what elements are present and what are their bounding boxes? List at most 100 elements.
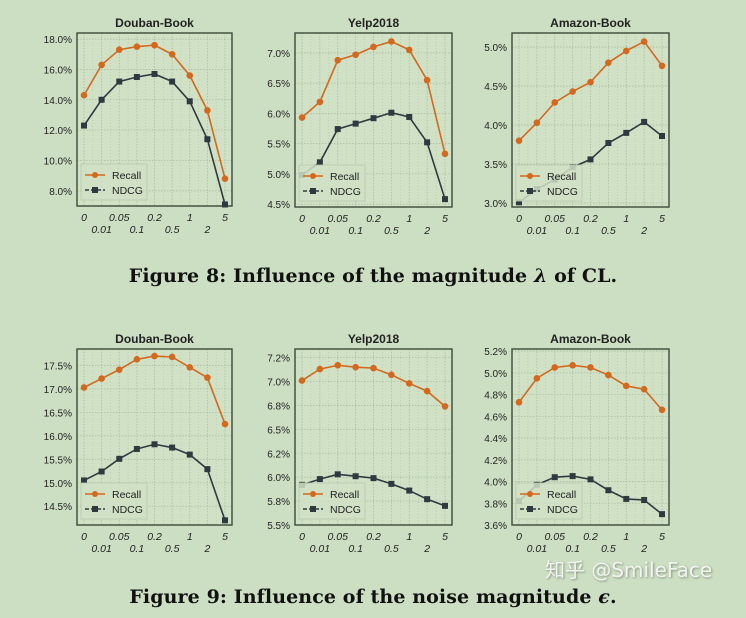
x-tick-label: 0.5 [384,543,399,555]
recall-point [80,91,88,99]
y-tick-label: 5.5% [267,521,290,532]
ndcg-point [370,115,377,122]
recall-point [640,38,648,45]
plot-frame [76,32,233,207]
x-tick-label: 0 [299,213,305,225]
ndcg-point [316,159,323,166]
ndcg-point [605,487,612,494]
legend-label: Recall [330,489,359,501]
x-tick-label: 1 [623,531,629,543]
legend-marker-recall [527,173,533,179]
legend-marker-ndcg [527,188,533,194]
recall-point [658,406,666,414]
y-tick-label: 8.0% [49,187,72,198]
x-tick-label: 2 [423,543,430,555]
x-tick-label: 0 [81,531,87,543]
legend-box [515,482,583,520]
recall-point [605,371,612,379]
recall-point [168,353,176,361]
chart-title: Amazon-Book [550,332,631,346]
y-tick-label: 6.0% [267,473,290,484]
legend-box [80,482,148,520]
legend-label: Recall [547,171,576,183]
y-tick-label: 14.0% [44,96,72,107]
x-tick-label: 5 [442,213,448,225]
legend: Recall NDCG [298,482,366,520]
x-tick-label: 0.5 [165,224,180,236]
recall-point [370,43,377,51]
ndcg-point [623,129,630,136]
legend-marker-recall [92,491,98,497]
ndcg-point [388,480,395,487]
caption-text: Figure 8: Influence of the magnitude [128,265,534,287]
ndcg-point [641,497,648,504]
plot-frame [294,348,453,526]
legend: Recall NDCG [298,164,366,202]
y-tick-label: 7.0% [267,378,290,389]
x-tick-label: 0.01 [91,543,111,555]
legend-marker-ndcg [527,506,533,512]
legend-marker-recall [310,173,316,179]
y-tick-label: 4.8% [484,391,507,402]
legend-label: NDCG [112,185,143,197]
recall-point [352,363,359,371]
x-tick-label: 0.5 [384,225,399,237]
y-tick-label: 4.4% [484,434,507,445]
x-tick-label: 0.05 [545,531,566,543]
x-tick-label: 0.05 [545,213,566,225]
recall-point [441,403,449,410]
recall-point [569,361,576,369]
ndcg-point [151,441,158,448]
legend-box [80,163,148,201]
y-tick-label: 3.5% [484,160,507,171]
recall-point [298,114,306,121]
plot-frame [294,32,453,208]
recall-point [115,46,123,53]
x-tick-label: 5 [222,212,228,224]
x-tick-label: 0.2 [147,212,162,224]
y-tick-label: 6.8% [267,401,290,412]
y-tick-label: 16.0% [44,65,72,76]
y-tick-label: 14.5% [44,502,72,513]
y-tick-label: 18.0% [44,35,72,46]
x-tick-label: 0.01 [310,225,330,237]
x-tick-label: 1 [623,213,629,225]
chart-yelp2018: 4.5% 5.0% 5.5% 6.0% 6.5% 7.0% Yelp2018 0 0.010.0… [267,16,453,237]
y-tick-label: 4.5% [267,200,290,211]
x-tick-label: 0.01 [91,224,111,236]
ndcg-point [186,98,193,105]
recall-point [388,371,395,379]
recall-point [186,72,194,79]
recall-point [316,98,324,106]
x-tick-label: 0.1 [565,225,580,237]
recall-point [186,364,194,371]
x-tick-label: 0.1 [348,225,363,237]
recall-point [133,356,141,363]
legend: Recall NDCG [515,482,583,520]
x-tick-label: 0.01 [310,543,330,555]
x-tick-label: 0.1 [565,543,580,555]
x-tick-label: 5 [222,531,228,543]
recall-point [441,150,449,158]
ndcg-point [334,126,341,133]
legend-label: NDCG [547,186,578,198]
x-tick-label: 0.1 [348,543,363,555]
ndcg-point [81,122,87,129]
y-tick-label: 17.5% [44,361,72,372]
recall-point [221,420,229,428]
chart-title: Yelp2018 [348,16,400,30]
legend-label: NDCG [547,504,578,516]
y-tick-label: 5.8% [267,497,290,508]
y-tick-label: 5.5% [267,140,290,151]
recall-point [622,382,630,390]
ndcg-point [98,96,105,103]
recall-point [515,137,523,144]
legend-label: Recall [112,170,141,182]
x-tick-label: 0 [81,212,87,224]
ndcg-point [98,468,105,475]
recall-point [605,59,612,66]
y-tick-label: 5.0% [484,369,507,380]
ndcg-point [116,455,123,462]
recall-point [423,76,431,84]
